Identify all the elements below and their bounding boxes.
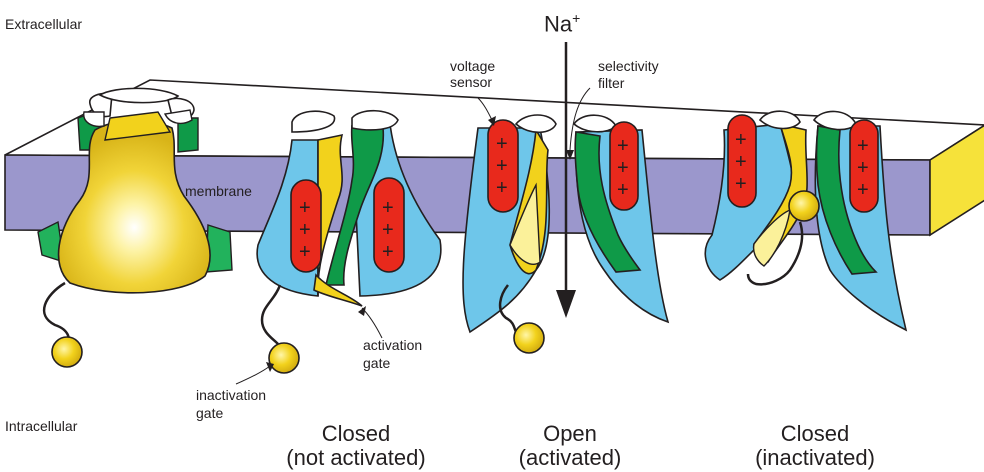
state-title: Closed [780, 421, 850, 446]
voltage-sensor-left-open [487, 119, 519, 213]
na-ion-charge: + [572, 10, 581, 26]
selectivity-filter-label-line2: filter [598, 75, 625, 91]
na-ion-flow-arrowhead [556, 290, 576, 318]
charge-plus: + [496, 177, 508, 199]
voltage-sensor-right-open [609, 121, 639, 211]
charge-plus: + [735, 173, 747, 195]
inactivation-ball-2 [268, 342, 300, 374]
voltage-sensor-right-closed [373, 177, 405, 273]
membrane-side-face [929, 124, 984, 237]
state-caption-closed-inactivated: Closed (inactivated) [740, 422, 890, 470]
state-subtitle: (not activated) [286, 445, 426, 470]
membrane-label: membrane [185, 183, 252, 199]
voltage-sensor-right-inactivated [849, 119, 879, 213]
activation-gate-label-line2: gate [363, 355, 391, 371]
selectivity-filter-pointer [569, 87, 591, 151]
charge-plus: + [382, 197, 394, 219]
na-ion-symbol: Na [544, 11, 573, 37]
state-caption-open-activated: Open (activated) [500, 422, 640, 470]
state-caption-closed-not-activated: Closed (not activated) [276, 422, 436, 470]
charge-plus: + [496, 155, 508, 177]
inactivation-gate-pointer [235, 365, 271, 385]
state-title: Open [543, 421, 597, 446]
intracellular-label: Intracellular [5, 418, 78, 434]
charge-plus: + [857, 157, 869, 179]
charge-plus: + [735, 129, 747, 151]
channel-closed-inactivated [704, 110, 908, 332]
charge-plus: + [617, 135, 629, 157]
charge-plus: + [617, 179, 629, 201]
channel-open-activated [462, 42, 670, 354]
state-title: Closed [321, 421, 391, 446]
charge-plus: + [299, 197, 311, 219]
inactivation-ball-3 [513, 322, 545, 354]
inactivation-gate-label-line2: gate [196, 405, 224, 421]
charge-plus: + [735, 151, 747, 173]
charge-plus: + [382, 241, 394, 263]
charge-plus: + [496, 133, 508, 155]
charge-plus: + [857, 179, 869, 201]
extracellular-label: Extracellular [5, 16, 83, 32]
state-subtitle: (activated) [518, 445, 622, 470]
state-subtitle: (inactivated) [755, 445, 875, 470]
charge-plus: + [617, 157, 629, 179]
na-ion-label: Na+ [544, 6, 580, 36]
charge-plus: + [382, 219, 394, 241]
channel-closed-not-activated [256, 109, 442, 374]
selectivity-filter-label-line1: selectivity [598, 58, 659, 74]
activation-gate-pointer [361, 307, 383, 339]
charge-plus: + [299, 241, 311, 263]
activation-gate-label-line1: activation [363, 337, 423, 353]
channel-3d-view [37, 87, 233, 368]
charge-plus: + [857, 135, 869, 157]
inactivation-gate-label-line1: inactivation [196, 387, 267, 403]
voltage-sensor-pointer [477, 97, 493, 121]
charge-plus: + [299, 219, 311, 241]
voltage-sensor-label-line2: sensor [450, 74, 493, 90]
voltage-sensor-label-line1: voltage [450, 58, 496, 74]
inactivation-ball-1 [51, 336, 83, 368]
voltage-sensor-left-inactivated [727, 114, 757, 208]
voltage-sensor-left-closed [290, 179, 322, 273]
inactivation-ball-4-plugging-pore [788, 190, 820, 222]
